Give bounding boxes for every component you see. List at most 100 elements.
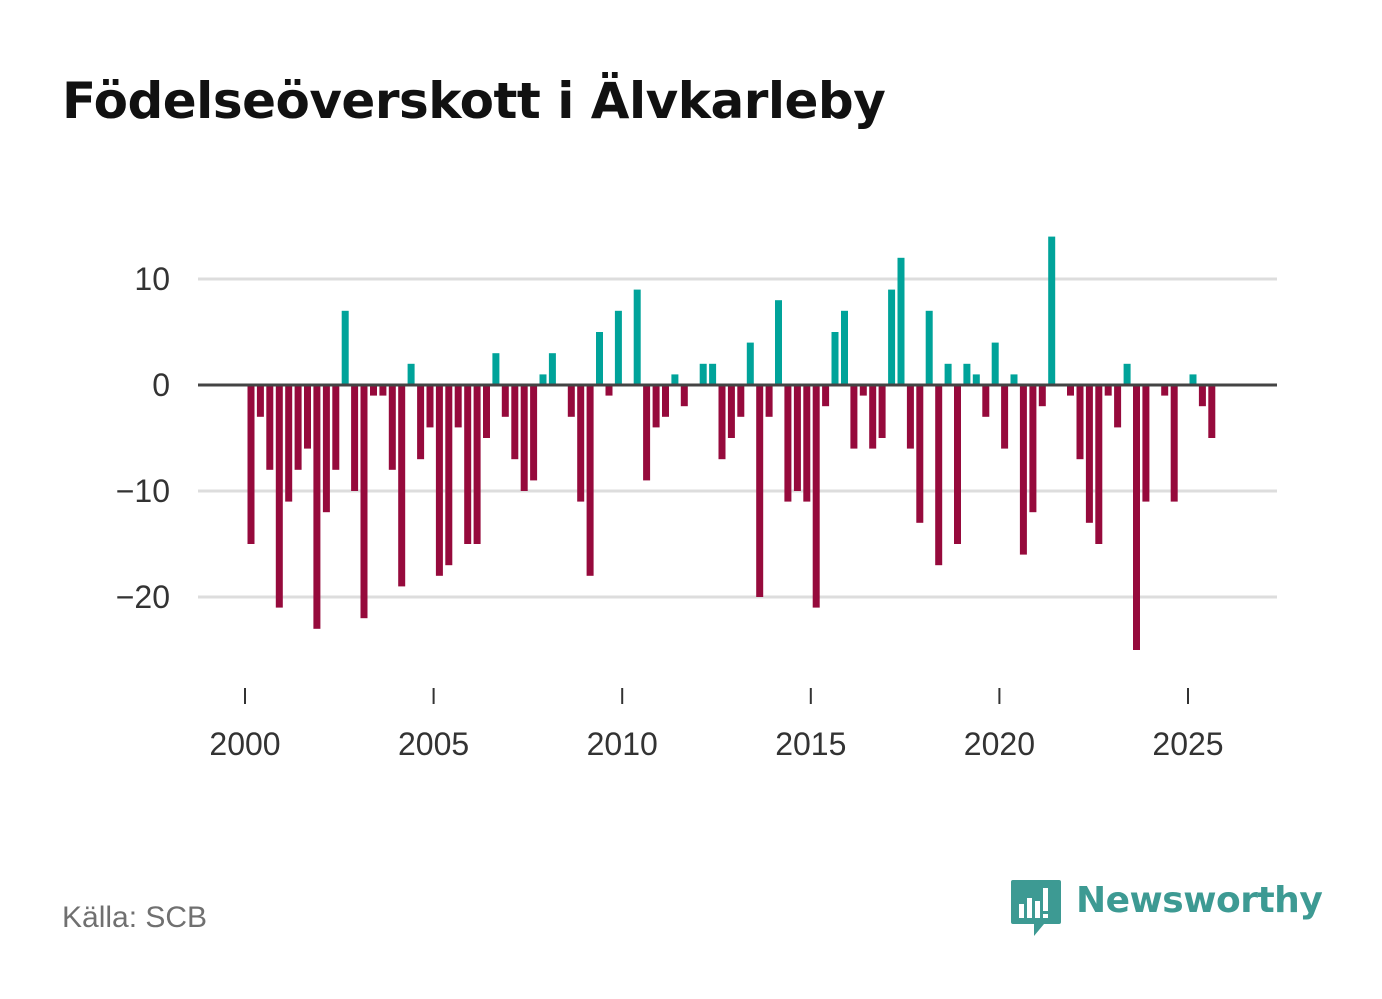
bar — [935, 385, 943, 566]
bar — [850, 385, 858, 449]
bar — [1029, 385, 1037, 513]
bar — [963, 363, 971, 385]
bar — [784, 385, 792, 502]
bar — [699, 363, 707, 385]
y-tick-label: −10 — [116, 473, 170, 509]
bar — [596, 332, 603, 385]
bar — [426, 385, 434, 428]
grid-lines — [198, 277, 1277, 599]
bar — [954, 385, 961, 544]
bar — [1076, 385, 1084, 460]
bar — [869, 385, 877, 449]
bar — [388, 385, 396, 470]
bar — [1085, 385, 1093, 523]
y-tick-label: −20 — [116, 579, 170, 615]
bar — [398, 385, 406, 587]
bar — [417, 385, 425, 460]
bar — [859, 385, 867, 396]
bar — [944, 363, 952, 385]
bar — [643, 385, 651, 481]
bar — [1198, 385, 1206, 407]
bar — [1095, 385, 1103, 544]
bar — [1123, 363, 1131, 385]
bar — [897, 257, 905, 385]
bar — [473, 385, 481, 544]
bar — [1019, 385, 1027, 555]
bar — [586, 385, 594, 576]
bar — [275, 385, 283, 608]
bar — [322, 385, 330, 513]
bar — [1010, 374, 1018, 385]
y-axis: 10 0 −10 −20 — [116, 261, 170, 615]
bar — [680, 385, 688, 407]
bar — [483, 385, 490, 438]
bar — [727, 385, 735, 438]
bar — [1161, 385, 1169, 396]
bar — [379, 385, 387, 396]
x-tick-label: 2020 — [964, 726, 1035, 762]
bar — [605, 385, 613, 396]
bar — [492, 353, 500, 385]
bar — [925, 310, 933, 385]
bar — [822, 385, 830, 407]
bar — [530, 385, 538, 481]
bar — [746, 342, 754, 385]
x-axis: 2000 2005 2010 2015 2020 2025 — [209, 688, 1224, 762]
bar — [709, 363, 717, 385]
bar — [662, 385, 669, 417]
bar — [831, 332, 839, 385]
bar — [341, 310, 349, 385]
bar — [435, 385, 443, 576]
bar — [1114, 385, 1122, 428]
brand-logo: Newsworthy — [1010, 878, 1323, 942]
bar — [972, 374, 980, 385]
bar — [501, 385, 509, 417]
bar — [878, 385, 886, 438]
x-tick-label: 2005 — [398, 726, 469, 762]
source-label: Källa: SCB — [62, 901, 208, 934]
bar — [445, 385, 453, 566]
y-tick-label: 10 — [134, 261, 170, 297]
bar — [285, 385, 293, 502]
bar — [539, 374, 547, 385]
bar — [567, 385, 575, 417]
bar — [520, 385, 528, 491]
bar — [548, 353, 556, 385]
bar — [266, 385, 274, 470]
bar — [982, 385, 990, 417]
bar — [765, 385, 773, 417]
bar — [1133, 385, 1140, 650]
bar — [775, 300, 782, 385]
chart-title: Födelseöverskott i Älvkarleby — [62, 72, 886, 130]
bar — [793, 385, 801, 491]
bar-chart-speech-icon — [1011, 880, 1061, 936]
bar — [1048, 236, 1056, 385]
x-tick-label: 2015 — [775, 726, 846, 762]
brand-name: Newsworthy — [1076, 880, 1323, 921]
x-tick-label: 2000 — [209, 726, 280, 762]
bar — [464, 385, 472, 544]
y-tick-label: 0 — [152, 367, 170, 403]
bar — [351, 385, 359, 491]
bar — [1001, 385, 1009, 449]
bar — [256, 385, 264, 417]
bars — [247, 236, 1216, 650]
bar — [360, 385, 368, 619]
bar — [1208, 385, 1216, 438]
bar — [614, 310, 622, 385]
bar — [407, 363, 415, 385]
bar — [1038, 385, 1046, 407]
x-tick-label: 2025 — [1152, 726, 1223, 762]
bar — [633, 289, 641, 385]
bar — [1142, 385, 1150, 502]
bar — [718, 385, 726, 460]
bar — [1189, 374, 1197, 385]
bar — [671, 374, 679, 385]
bar — [294, 385, 302, 470]
bar — [906, 385, 914, 449]
bar — [1104, 385, 1112, 396]
bar — [313, 385, 321, 629]
bar — [803, 385, 811, 502]
bar — [737, 385, 745, 417]
bar — [370, 385, 377, 396]
